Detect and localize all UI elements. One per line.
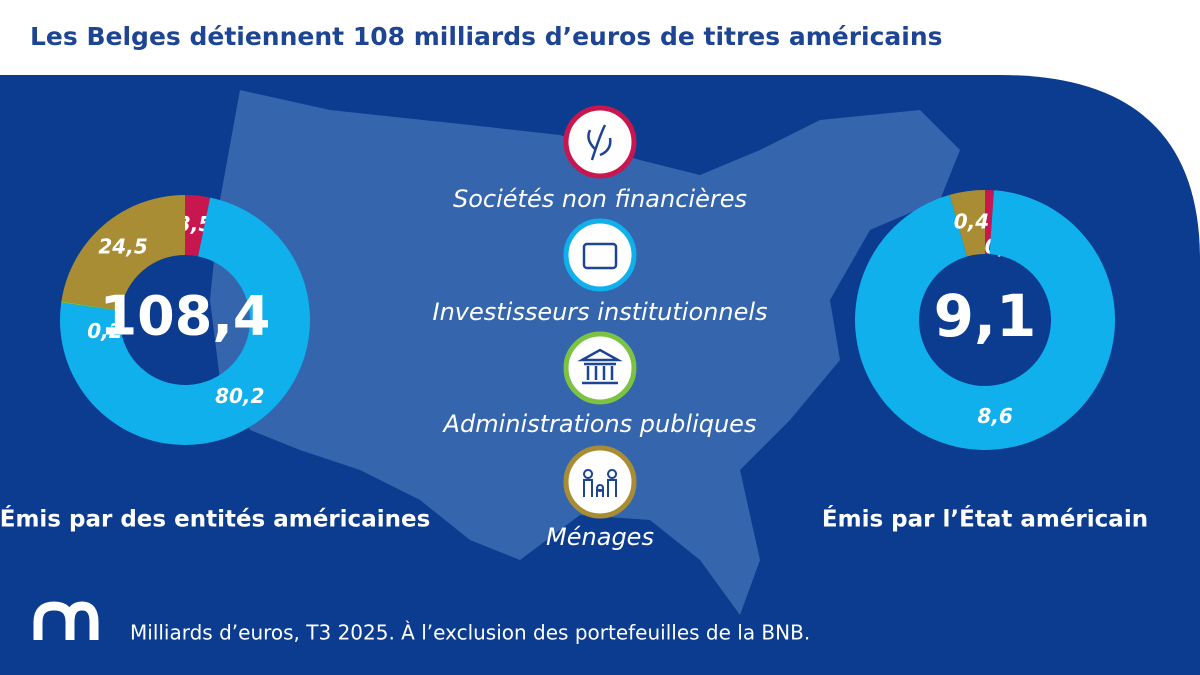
value-label: 0,4	[954, 209, 989, 233]
footnote: Milliards d’euros, T3 2025. À l’exclusio…	[130, 621, 810, 645]
donut-caption: Émis par l’État américain	[822, 505, 1148, 533]
icon-wallet	[582, 242, 618, 270]
donut-slice	[61, 195, 185, 311]
logo	[33, 601, 99, 640]
icon-companies	[563, 105, 637, 179]
donut-slice	[185, 195, 211, 257]
donut-slice	[949, 190, 985, 257]
value-label: 8,6	[977, 404, 1013, 428]
title: Les Belges détiennent 108 milliards d’eu…	[30, 22, 943, 51]
legend-label: Administrations publiques	[442, 410, 757, 438]
legend-label: Investisseurs institutionnels	[432, 298, 767, 326]
logo-mark	[33, 601, 99, 640]
donut-slice	[59, 197, 311, 445]
total-label: 9,1	[934, 282, 1037, 350]
legend-label: Sociétés non financières	[453, 185, 747, 213]
legend-icons	[563, 105, 637, 519]
donut-slice	[985, 190, 994, 255]
donut-slice	[61, 301, 121, 311]
icon-public	[563, 331, 637, 405]
icon-family	[583, 469, 618, 497]
icon-building	[577, 348, 623, 385]
value-label: 24,5	[98, 234, 147, 258]
icon-institutional	[563, 218, 637, 292]
legend-label: Ménages	[546, 523, 654, 551]
total-label: 108,4	[100, 285, 271, 348]
donut-caption: Émis par des entités américaines	[0, 505, 430, 533]
value-label: 80,2	[215, 384, 264, 408]
icon-households	[563, 445, 637, 519]
value-label: 0,2	[87, 319, 122, 343]
donut-slice	[854, 190, 1115, 450]
icon-plant	[587, 124, 612, 161]
